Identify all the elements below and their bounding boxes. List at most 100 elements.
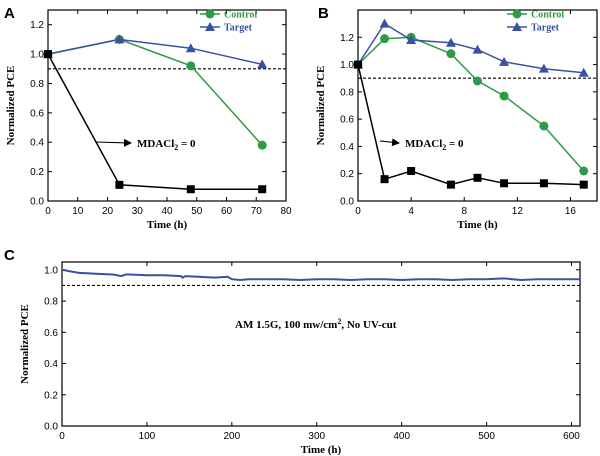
panel-a-series-control-point — [257, 140, 267, 150]
panel-a-series-reference-sample-point — [258, 185, 267, 194]
panel-b-chart: 0 4 8 12 16 0.0 0.2 0.4 0.6 0.8 1.0 1.2 Time (h) Norm… — [315, 9, 598, 231]
panel-b-series-reference-sample-point — [500, 179, 509, 188]
panel-b-series-control-point — [499, 91, 509, 101]
panel-b-x-axis-title: Time (h) — [457, 219, 498, 231]
panel-a-y-tick-label: 1.0 — [30, 50, 44, 61]
panel-a-x-tick-label: 80 — [280, 206, 292, 217]
panel-b-annotation: MDACl2 = 0 — [405, 138, 464, 152]
panel-b-series-target-line — [357, 22, 584, 74]
panel-a-legend-label: Target — [224, 23, 253, 34]
panel-c-chart: 0 100 200 300 400 500 600 0.0 0.2 0.4 0.6 0.8 1.0 Tim… — [19, 261, 581, 456]
panel-b-series-target-point — [472, 44, 483, 54]
panel-a-y-tick-label: 0.2 — [30, 167, 44, 178]
panel-c-x-tick-label: 0 — [59, 431, 65, 442]
panel-a-legend-swatch-marker — [205, 9, 215, 19]
panel-b-series-target-point — [379, 18, 390, 28]
panel-a-annotation: MDACl2 = 0 — [137, 138, 196, 152]
panel-a-x-axis-title: Time (h) — [147, 219, 188, 231]
panel-b-series-reference-sample-point — [407, 166, 416, 175]
panel-b-series-control-point — [473, 76, 482, 86]
panel-c-plot-frame — [61, 261, 581, 427]
panel-b-series-target-point — [578, 67, 589, 77]
panel-b-annotation-arrow — [379, 138, 400, 147]
panel-a-series-target-point — [185, 43, 196, 53]
panel-b-y-tick-label: 0.2 — [340, 169, 354, 180]
panel-a-series-reference-sample-point — [186, 185, 195, 194]
panel-a-series-reference-sample-point — [115, 180, 124, 189]
panel-a-legend-label: Control — [224, 10, 257, 21]
panel-b-y-tick-label: 0.4 — [340, 142, 354, 153]
panel-label-a: A — [4, 5, 15, 22]
panel-b-x-tick-label: 0 — [355, 206, 361, 217]
panel-c-y-axis-title: Normalized PCE — [19, 304, 31, 384]
panel-b-y-tick-label: 0.0 — [340, 197, 354, 208]
panel-b-series-target-point — [499, 56, 510, 66]
panel-c-y-tick-label: 0.0 — [44, 422, 58, 433]
panel-b-x-tick-label: 16 — [565, 206, 577, 217]
panel-c-x-tick-label: 300 — [308, 431, 325, 442]
panel-b-series-reference-sample-point — [539, 179, 548, 188]
panel-a-x-tick-label: 60 — [221, 206, 233, 217]
panel-a-y-axis-title: Normalized PCE — [5, 66, 17, 146]
panel-b-series-target-point — [406, 35, 417, 45]
panel-c-x-axis-title: Time (h) — [301, 444, 342, 456]
panel-b-legend-swatch-marker — [512, 9, 522, 19]
panel-label-b: B — [318, 5, 329, 22]
panel-a-x-tick-label: 50 — [191, 206, 203, 217]
panel-c-y-tick-label: 0.4 — [44, 359, 58, 370]
panel-b-series-target-point — [538, 63, 549, 73]
panel-b-x-tick-label: 12 — [512, 206, 524, 217]
panel-b-series-target-point — [445, 37, 456, 47]
panel-a-y-tick-label: 1.2 — [30, 20, 44, 31]
panel-b-series-control-line — [357, 36, 585, 172]
panel-a-annotation-arrow — [94, 138, 132, 147]
panel-b-series-reference-sample-line — [357, 64, 584, 186]
panel-a-series-target-point — [114, 34, 125, 44]
panel-a-series-control-point — [186, 61, 196, 71]
panel-a-y-tick-label: 0.8 — [30, 79, 44, 90]
panel-a-legend-swatch-marker — [205, 22, 215, 31]
panel-a-series-reference-sample-line — [47, 53, 263, 190]
panel-b-series-reference-sample-point — [473, 173, 482, 182]
panel-b-series-control-point — [579, 166, 589, 176]
panel-a-chart: 0 10 20 30 40 50 60 70 80 0.0 0.2 0.4 0.6 0.8 1.0 1.2 Ti… — [5, 9, 292, 231]
panel-a-series-reference-sample-point — [44, 50, 52, 59]
panel-b-legend-swatch-marker — [512, 22, 522, 31]
panel-a-y-tick-label: 0.0 — [30, 197, 44, 208]
panel-a-x-tick-label: 40 — [161, 206, 173, 217]
panel-a-y-tick-label: 0.4 — [30, 138, 44, 149]
panel-c-y-tick-label: 0.2 — [44, 390, 58, 401]
panel-b-series-reference-sample-point — [579, 180, 588, 189]
panel-b-y-axis-title: Normalized PCE — [315, 66, 327, 146]
panel-c-x-tick-label: 600 — [563, 431, 580, 442]
panel-b-y-tick-label: 0.8 — [340, 87, 354, 98]
panel-c-x-tick-label: 200 — [223, 431, 240, 442]
panel-c-x-tick-label: 400 — [393, 431, 410, 442]
panel-c-annotation: AM 1.5G, 100 mw/cm2, No UV-cut — [235, 317, 397, 331]
panel-b-series-reference-sample-point — [380, 175, 389, 184]
panel-b-series-reference-sample-point — [354, 60, 362, 69]
panel-a-plot-frame — [47, 9, 287, 202]
panel-a-x-tick-label: 10 — [72, 206, 84, 217]
panel-c-series-stability-line — [61, 268, 580, 282]
panel-b-x-tick-label: 8 — [461, 206, 467, 217]
panel-b-legend-label: Target — [531, 23, 560, 34]
panel-c-y-tick-label: 0.8 — [44, 297, 58, 308]
panel-b-series-reference-sample-point — [446, 180, 455, 189]
panel-a-x-tick-label: 70 — [251, 206, 263, 217]
panel-a-series-control-line — [47, 38, 263, 146]
panel-b-y-tick-label: 1.2 — [340, 33, 354, 44]
panel-b-y-tick-label: 0.6 — [340, 115, 354, 126]
panel-b-series-control-point — [446, 49, 456, 59]
panel-c-x-tick-label: 100 — [139, 431, 156, 442]
panel-label-c: C — [4, 247, 15, 264]
panel-b-x-tick-label: 4 — [408, 206, 414, 217]
panel-a-x-tick-label: 20 — [102, 206, 114, 217]
panel-c-x-tick-label: 500 — [478, 431, 495, 442]
panel-a-x-tick-label: 0 — [45, 206, 51, 217]
panel-b-series-control-point — [539, 121, 549, 131]
panel-a-series-target-point — [257, 59, 268, 69]
panel-a-y-tick-label: 0.6 — [30, 108, 44, 119]
panel-c-y-tick-label: 0.6 — [44, 328, 58, 339]
